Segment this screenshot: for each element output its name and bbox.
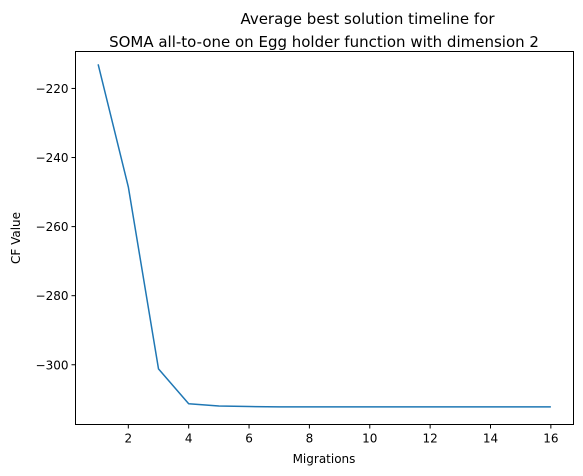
- chart-title-line-1: Average best solution timeline for: [240, 10, 495, 28]
- x-tick-label-16: 16: [543, 432, 558, 446]
- plot-frame: [75, 51, 574, 425]
- series-line-0: [97, 64, 551, 408]
- x-tick-label-12: 12: [422, 432, 437, 446]
- x-tick-label-2: 2: [124, 432, 132, 446]
- x-tick-label-14: 14: [483, 432, 498, 446]
- y-tick-label-240: −240: [36, 151, 69, 165]
- x-tick-label-6: 6: [245, 432, 253, 446]
- chart-title-line-2: SOMA all-to-one on Egg holder function w…: [109, 33, 539, 51]
- x-axis-label: Migrations: [293, 452, 356, 466]
- y-axis-label: CF Value: [9, 212, 23, 264]
- y-tick-label-260: −260: [36, 220, 69, 234]
- x-tick-label-8: 8: [306, 432, 314, 446]
- x-tick-label-10: 10: [362, 432, 377, 446]
- y-tick-label-280: −280: [36, 289, 69, 303]
- chart-title: Average best solution timeline for SOMA …: [109, 10, 539, 51]
- y-tick-label-220: −220: [36, 82, 69, 96]
- x-tick-label-4: 4: [185, 432, 193, 446]
- y-tick-label-300: −300: [36, 358, 69, 372]
